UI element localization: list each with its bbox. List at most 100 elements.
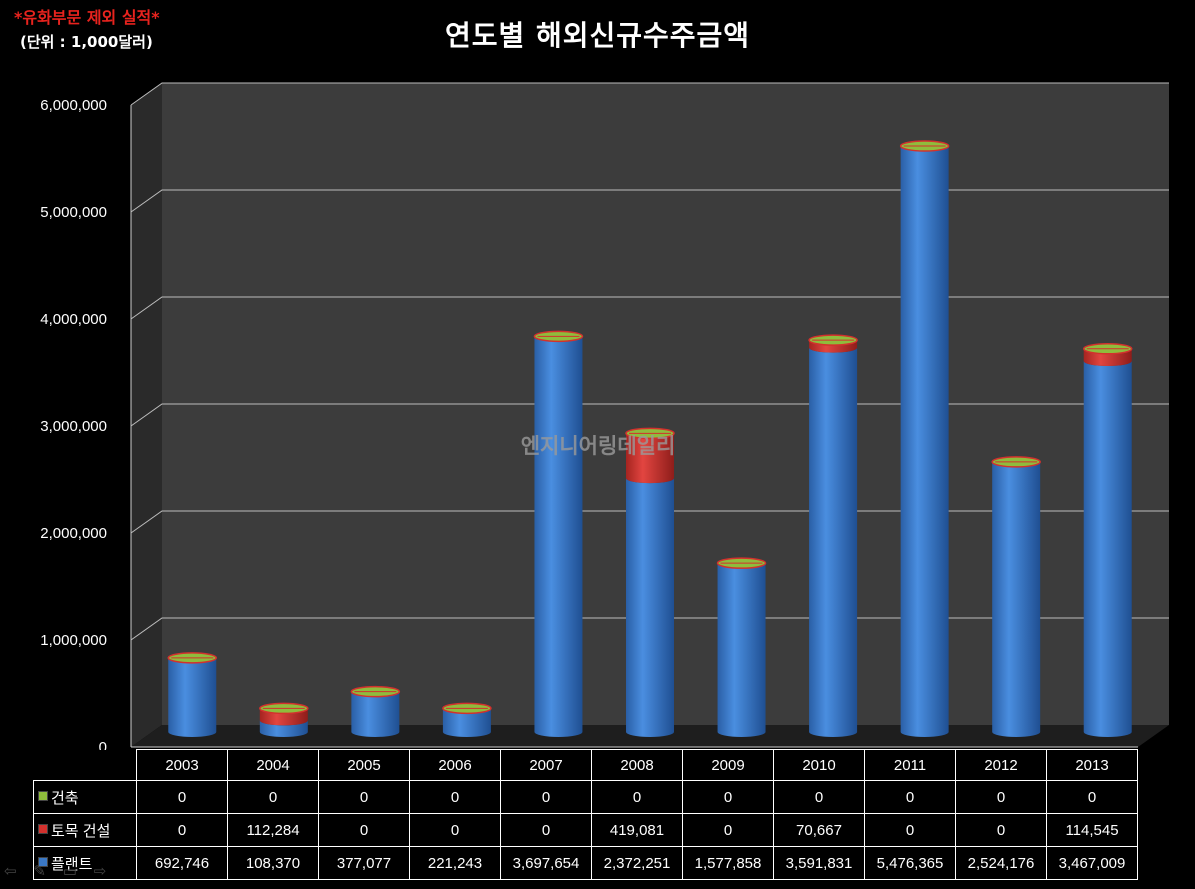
y-tick-label: 3,000,000	[40, 418, 107, 435]
bar-group-2010	[808, 334, 858, 738]
pencil-icon[interactable]: ✎	[33, 862, 46, 880]
bar-group-2003	[167, 652, 218, 738]
bar-group-2013	[1082, 343, 1133, 738]
data-label: 3,697,654	[500, 846, 592, 880]
bar-플랜트-2010	[809, 347, 858, 738]
data-label: 0	[864, 813, 956, 847]
note-text: *유화부문 제외 실적*	[14, 8, 160, 27]
table-corner	[33, 749, 137, 781]
bar-플랜트-2005	[351, 691, 400, 738]
category-label: 2006	[409, 749, 501, 781]
data-label: 5,476,365	[864, 846, 956, 880]
category-label: 2010	[773, 749, 865, 781]
data-label: 3,591,831	[773, 846, 865, 880]
data-label: 2,372,251	[591, 846, 683, 880]
gridline	[130, 82, 1169, 106]
bar-플랜트-2003	[168, 657, 217, 738]
table-row: 토목 건설 0 112,284 0 0 0 419,081 0 70,667 0 0 114,545	[33, 813, 1138, 847]
category-label: 2011	[864, 749, 956, 781]
bar-group-2011	[899, 140, 950, 738]
data-label: 0	[500, 780, 592, 814]
bar-group-2012	[991, 456, 1041, 737]
bar-토목건설-2013	[1083, 348, 1132, 367]
bar-group-2008	[625, 427, 675, 737]
series-label: 토목 건설	[33, 813, 137, 847]
unit-text: (단위 : 1,000달러)	[20, 33, 153, 51]
y-tick-label: 4,000,000	[40, 311, 107, 328]
bar-토목건설-2010	[809, 340, 858, 353]
data-label: 0	[682, 780, 774, 814]
bar-플랜트-2007	[534, 336, 583, 738]
arrow-right-icon[interactable]: ⇨	[93, 862, 107, 880]
category-label: 2004	[227, 749, 319, 781]
data-label: 0	[955, 780, 1047, 814]
series-label: 건축	[33, 780, 137, 814]
arrow-left-icon[interactable]: ⇦	[4, 862, 17, 880]
y-tick-label: 2,000,000	[40, 525, 107, 542]
gridline	[130, 296, 1169, 320]
legend-swatch	[38, 790, 48, 801]
category-label: 2013	[1046, 749, 1138, 781]
data-label: 377,077	[318, 846, 410, 880]
data-label: 3,467,009	[1046, 846, 1138, 880]
data-table: 2003 2004 2005 2006 2007 2008 2009 2010 2011 2012…	[33, 749, 1138, 880]
table-row: 건축 0 0 0 0 0 0 0 0 0 0 0	[33, 780, 1138, 814]
bar-플랜트-2008	[626, 478, 674, 737]
y-tick-label: 1,000,000	[40, 632, 107, 649]
bars	[167, 140, 1133, 738]
data-label: 0	[409, 813, 501, 847]
bar-토목건설-2004	[259, 708, 308, 726]
data-label: 0	[500, 813, 592, 847]
category-label: 2005	[318, 749, 410, 781]
bar-플랜트-2013	[1083, 361, 1132, 738]
data-label: 0	[591, 780, 683, 814]
data-label: 0	[1046, 780, 1138, 814]
data-label: 108,370	[227, 846, 319, 880]
bar-플랜트-2011	[900, 146, 949, 738]
bar-플랜트-2012	[992, 461, 1041, 737]
table-row: 플랜트 692,746 108,370 377,077 221,243 3,697,654…	[33, 846, 1138, 880]
slides-icon[interactable]: ▭	[62, 862, 77, 880]
y-tick-label: 0	[99, 739, 107, 750]
data-label: 0	[864, 780, 956, 814]
series-name: 토목 건설	[51, 822, 111, 840]
bar-group-2009	[716, 557, 767, 738]
data-label: 0	[136, 813, 228, 847]
gridline	[130, 189, 1169, 213]
y-tick-label: 6,000,000	[40, 97, 107, 114]
series-name: 건축	[51, 789, 79, 807]
bar-group-2004	[259, 702, 309, 738]
category-label: 2009	[682, 749, 774, 781]
data-label: 419,081	[591, 813, 683, 847]
bar-플랜트-2004	[259, 720, 308, 738]
data-label: 0	[773, 780, 865, 814]
data-label: 0	[682, 813, 774, 847]
bar-토목건설-2008	[626, 433, 674, 484]
series-name: 플랜트	[51, 855, 93, 873]
bar-플랜트-2006	[442, 708, 491, 738]
data-label: 221,243	[409, 846, 501, 880]
slide-nav[interactable]: ⇦ ✎ ▭ ⇨	[4, 862, 118, 880]
data-label: 692,746	[136, 846, 228, 880]
chart-title: 연도별 해외신규수주금액	[444, 19, 751, 52]
bar-플랜트-2009	[717, 563, 766, 738]
watermark: 엔지니어링데일리	[521, 434, 676, 458]
legend-swatch	[38, 856, 48, 867]
category-label: 2003	[136, 749, 228, 781]
data-label: 1,577,858	[682, 846, 774, 880]
category-label: 2007	[500, 749, 592, 781]
bar-group-2005	[350, 685, 401, 738]
data-label: 2,524,176	[955, 846, 1047, 880]
data-label: 70,667	[773, 813, 865, 847]
data-label: 114,545	[1046, 813, 1138, 847]
data-label: 0	[318, 813, 410, 847]
legend-swatch	[38, 823, 48, 834]
series-label: 플랜트	[33, 846, 137, 880]
category-label: 2012	[955, 749, 1047, 781]
data-label: 0	[409, 780, 501, 814]
data-label: 0	[318, 780, 410, 814]
data-label: 0	[227, 780, 319, 814]
chart-area: 0 1,000,000 2,000,000 3,000,000 4,000,000 5,0…	[40, 82, 1169, 750]
data-label: 0	[955, 813, 1047, 847]
bar-group-2007	[533, 330, 584, 738]
